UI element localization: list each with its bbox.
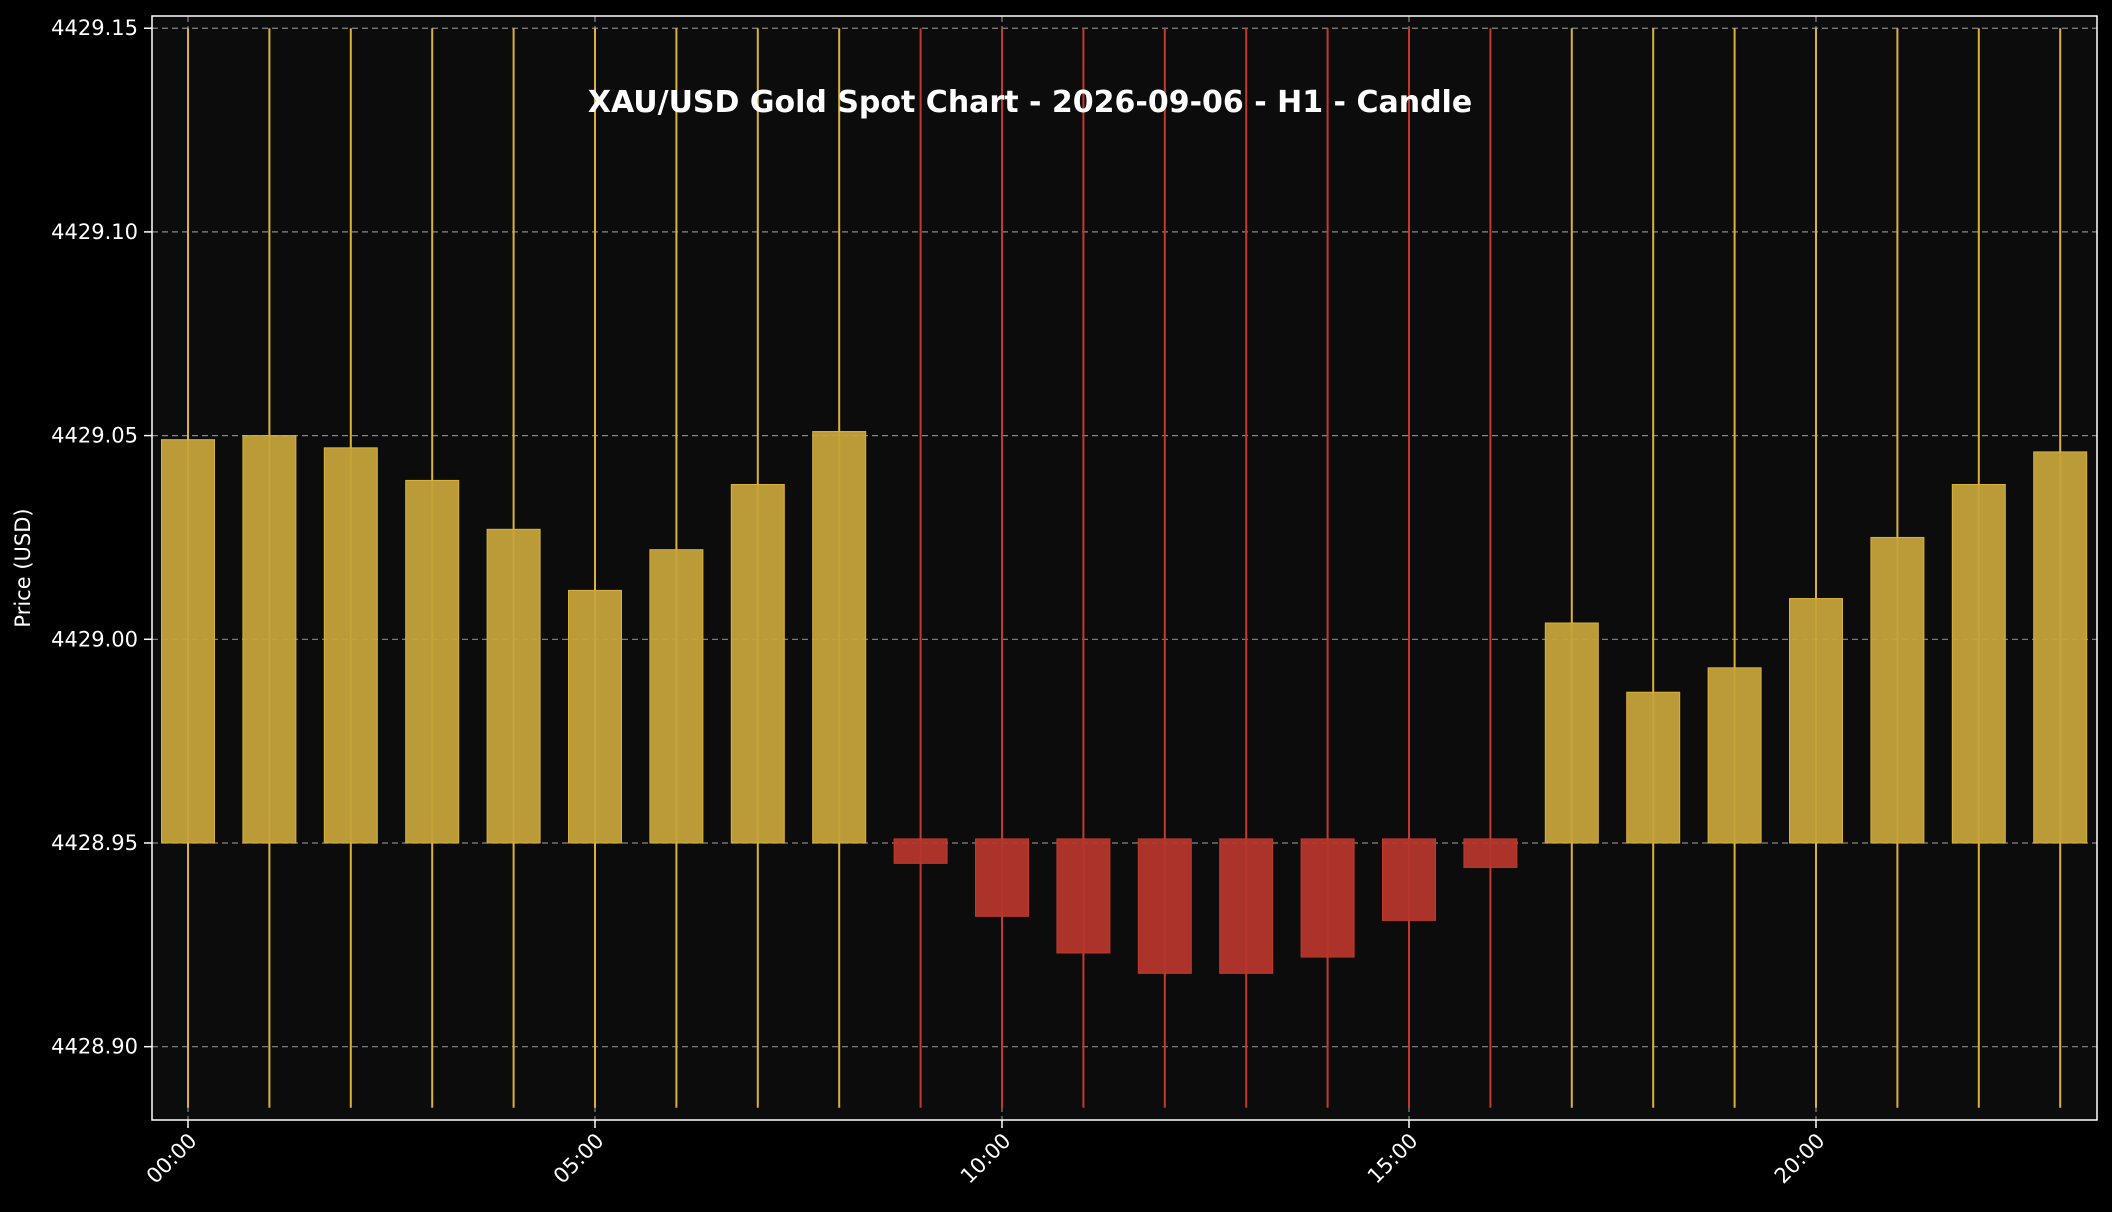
candle-body bbox=[242, 435, 297, 844]
y-tick-label: 4429.10 bbox=[51, 220, 138, 244]
y-axis-label: Price (USD) bbox=[11, 508, 35, 627]
y-tick-label: 4429.05 bbox=[51, 424, 138, 448]
y-tick-label: 4428.95 bbox=[51, 831, 138, 855]
candle-body bbox=[649, 549, 704, 844]
candle-body bbox=[1056, 838, 1111, 954]
y-tick-label: 4428.90 bbox=[51, 1035, 138, 1059]
chart-title: XAU/USD Gold Spot Chart - 2026-09-06 - H… bbox=[588, 85, 1472, 120]
candle-body bbox=[486, 528, 541, 844]
candle-body bbox=[1544, 622, 1599, 844]
candle-body bbox=[1300, 838, 1355, 958]
candle-body bbox=[2033, 451, 2088, 844]
candle-body bbox=[1707, 667, 1762, 844]
candle-body bbox=[405, 479, 460, 844]
candle-body bbox=[323, 447, 378, 844]
y-tick-label: 4429.15 bbox=[51, 16, 138, 40]
candle-body bbox=[1626, 691, 1681, 844]
candle-body bbox=[975, 838, 1029, 917]
candle-body bbox=[893, 838, 948, 864]
y-axis: 4428.90 4428.95 4429.00 4429.05 4429.10 4429.… bbox=[51, 16, 152, 1059]
candle-bodies bbox=[161, 431, 2088, 974]
candle-body bbox=[1463, 838, 1518, 868]
plot-frame bbox=[151, 15, 2098, 1121]
y-tick-label: 4429.00 bbox=[51, 627, 138, 651]
plot-area bbox=[152, 16, 2097, 1120]
candle-body bbox=[1137, 838, 1192, 974]
candle-body bbox=[1789, 598, 1843, 844]
candle-body bbox=[730, 483, 785, 844]
candle-body bbox=[1951, 483, 2006, 844]
candle-body bbox=[812, 431, 867, 844]
candle-body bbox=[1382, 838, 1436, 921]
candle-body bbox=[161, 439, 215, 844]
candle-body bbox=[1219, 838, 1274, 974]
candle-body bbox=[1870, 536, 1925, 844]
candle-body bbox=[568, 589, 622, 844]
